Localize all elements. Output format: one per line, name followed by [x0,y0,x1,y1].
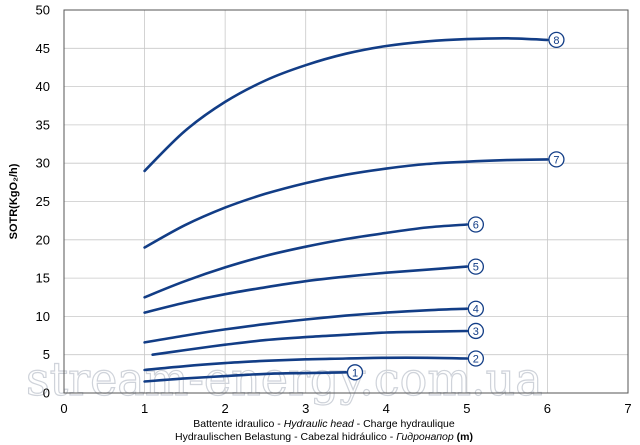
x-axis-label: Battente idraulico - Hydraulic head - Ch… [175,418,473,443]
series-label-text: 3 [473,326,479,338]
axes [63,9,629,394]
y-axis-label: SOTR(KgO₂/h) [8,163,20,239]
series-label-5: 5 [467,258,485,275]
series-label-2: 2 [467,350,485,367]
x-tick-label: 2 [222,401,229,416]
series-label-7: 7 [548,151,565,168]
x-tick-label: 7 [624,401,631,416]
x-tick-label: 6 [544,401,551,416]
series-labels: 1 2 3 4 5 6 7 8 [346,31,565,381]
y-tick-label: 0 [43,386,50,401]
x-tick-labels: 0 1 2 3 4 5 6 7 [60,401,631,416]
series-label-text: 2 [473,354,479,366]
series-line-2 [143,356,469,372]
series-label-badge [467,322,485,340]
series-label-text: 4 [473,304,479,316]
series-label-text: 5 [473,262,479,274]
y-tick-label: 20 [36,232,50,247]
series-label-8: 8 [548,31,565,49]
y-tick-label: 30 [36,156,50,171]
series-line-6 [143,223,469,299]
series-label-text: 7 [553,154,559,166]
series-line-7 [143,158,549,249]
series-line-8 [143,36,549,173]
series-label-4: 4 [467,300,485,317]
series-label-badge [467,300,485,317]
x-tick-label: 3 [302,401,309,416]
x-axis-label-line: Hydraulischen Belastung - Cabezal hidráu… [175,431,473,443]
series-label-6: 6 [467,216,485,233]
x-tick-label: 5 [463,401,470,416]
x-tick-label: 0 [60,401,67,416]
y-tick-label: 5 [43,347,50,362]
y-tick-label: 50 [36,3,50,18]
y-tick-label: 35 [36,117,50,132]
series-label-text: 8 [553,35,559,47]
y-tick-label: 15 [36,271,50,286]
series-label-badge [548,151,565,168]
series-line-4 [143,307,469,344]
y-tick-label: 45 [36,41,50,56]
plot-frame [63,9,629,394]
y-tick-label: 10 [36,309,50,324]
series-label-badge [548,31,565,49]
series-label-3: 3 [467,322,485,340]
y-tick-labels: 0 5 10 15 20 25 30 35 40 45 50 [36,3,50,401]
series-label-badge [467,258,485,275]
series-label-text: 6 [473,219,479,231]
series-line-5 [143,265,469,314]
x-tick-label: 4 [383,401,390,416]
series-lines [143,36,549,383]
series-label-badge [467,350,485,367]
series-label-badge [346,364,364,381]
x-tick-label: 1 [141,401,148,416]
x-axis-label-line: Battente idraulico - Hydraulic head - Ch… [193,418,455,430]
y-tick-label: 25 [36,194,50,209]
series-label-1: 1 [346,364,364,381]
series-label-badge [467,216,485,233]
series-line-3 [151,329,469,356]
series-label-text: 1 [352,367,358,379]
y-tick-label: 40 [36,79,50,94]
series-line-1 [143,371,348,383]
